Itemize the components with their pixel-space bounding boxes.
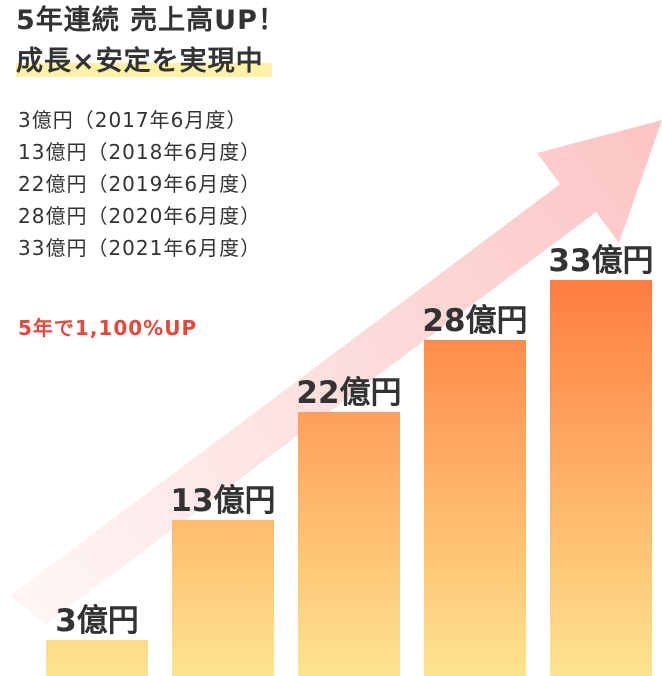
headline-line-2: 成長×安定を実現中 bbox=[16, 42, 272, 82]
bar-value-label-2020: 28億円 bbox=[422, 303, 527, 339]
bar-2018 bbox=[172, 520, 274, 676]
headline-line-1: 5年連続 売上高UP！ bbox=[16, 5, 286, 36]
headline: 5年連続 売上高UP！ 成長×安定を実現中 bbox=[16, 2, 286, 82]
growth-arrow bbox=[10, 120, 662, 624]
bars-group bbox=[46, 280, 652, 676]
yearly-sales-item-2018: 13億円（2018年6月度） bbox=[18, 140, 262, 164]
bar-value-label-2021: 33億円 bbox=[548, 243, 653, 279]
bar-value-label-2018: 13億円 bbox=[170, 483, 275, 519]
bar-value-label-2019: 22億円 bbox=[296, 375, 401, 411]
bar-2017 bbox=[46, 640, 148, 676]
bar-2019 bbox=[298, 412, 400, 676]
yearly-sales-item-2017: 3億円（2017年6月度） bbox=[18, 108, 248, 132]
bar-2021 bbox=[550, 280, 652, 676]
yearly-sales-item-2020: 28億円（2020年6月度） bbox=[18, 204, 262, 228]
yearly-sales-list: 3億円（2017年6月度） 13億円（2018年6月度） 22億円（2019年6… bbox=[18, 104, 261, 264]
yearly-sales-item-2019: 22億円（2019年6月度） bbox=[18, 172, 262, 196]
value-labels-group: 3億円 13億円 22億円 28億円 33億円 bbox=[55, 243, 653, 639]
growth-note: 5年で1,100%UP bbox=[18, 316, 198, 340]
bar-value-label-2017: 3億円 bbox=[55, 603, 139, 639]
yearly-sales-item-2021: 33億円（2021年6月度） bbox=[18, 236, 262, 260]
bar-2020 bbox=[424, 340, 526, 676]
